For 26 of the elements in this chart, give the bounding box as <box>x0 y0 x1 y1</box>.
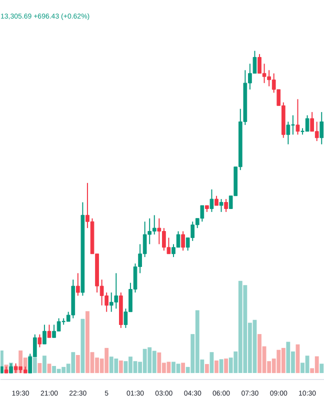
candlestick <box>296 98 300 136</box>
bar <box>38 363 42 374</box>
bar <box>76 355 80 374</box>
bar <box>80 318 85 374</box>
candlestick <box>219 198 224 212</box>
candlestick <box>320 112 324 145</box>
candlestick <box>305 114 310 132</box>
bar <box>210 352 214 374</box>
bar <box>224 358 228 374</box>
candlestick <box>76 272 80 296</box>
candlestick <box>210 188 214 212</box>
bar <box>204 364 209 374</box>
candlestick <box>224 198 228 212</box>
bar <box>47 364 52 374</box>
bar <box>219 359 224 374</box>
candlestick <box>38 334 42 348</box>
candlestick <box>214 195 218 206</box>
bar <box>320 364 324 374</box>
bar <box>118 360 123 374</box>
candlestick <box>47 324 52 338</box>
candlestick <box>181 230 185 252</box>
candlestick <box>42 324 46 345</box>
bar <box>181 362 186 374</box>
bar <box>42 356 46 374</box>
candlestick <box>286 121 290 145</box>
bar <box>214 360 218 374</box>
